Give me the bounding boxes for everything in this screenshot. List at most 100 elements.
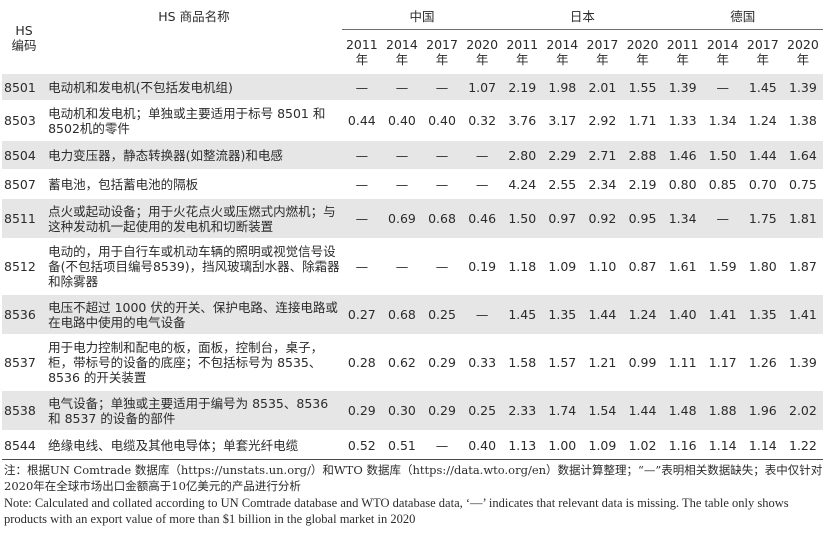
value-cell: 1.58 [502,334,543,391]
value-cell: 1.21 [582,334,623,391]
value-cell: 0.27 [341,294,382,335]
value-cell: 0.52 [341,430,382,460]
value-cell: 1.87 [782,238,823,295]
value-cell: — [341,169,382,199]
value-cell: 0.69 [381,198,422,239]
year-header: 2017 年 [426,36,458,67]
value-cell: 2.34 [582,169,623,199]
year-header: 2011 年 [345,36,378,67]
value-cell: 0.70 [742,169,783,199]
year-header: 2017 年 [746,36,779,67]
value-cell: 0.30 [381,390,422,431]
value-cell: 0.92 [582,198,623,239]
table-row: 8503 电动机和发电机；单独或主要适用于标号 8501 和8502机的零件 0.4… [2,100,823,141]
value-cell: 0.25 [421,294,463,335]
value-cell: 1.98 [542,73,583,101]
value-cell: 1.35 [542,294,583,335]
value-cell: — [381,169,422,199]
group-header-china: 中国 [341,3,503,30]
table-row: 8544 绝缘电线、电缆及其他电导体；单套光纤电缆 0.52 0.51—0.40 1.1… [2,430,823,460]
value-cell: 0.80 [662,169,703,199]
year-header: 2014 年 [706,36,739,67]
value-cell: 1.50 [502,198,543,239]
product-name-cell: 电压不超过 1000 伏的开关、保护电路、连接电路或在电路中使用的电气设备 [46,294,342,335]
value-cell: 0.95 [622,198,663,239]
value-cell: 0.28 [341,334,382,391]
value-cell: 0.75 [782,169,823,199]
value-cell: 0.68 [381,294,422,335]
value-cell: — [341,198,382,239]
value-cell: 2.92 [582,100,623,141]
value-cell: 1.13 [502,430,543,460]
value-cell: 1.24 [742,100,783,141]
value-cell: 1.44 [582,294,623,335]
value-cell: 1.44 [622,390,663,431]
value-cell: 0.68 [421,198,463,239]
value-cell: 2.33 [502,390,543,431]
value-cell: — [462,169,503,199]
value-cell: — [341,140,382,170]
value-cell: 1.10 [582,238,623,295]
value-cell: 1.61 [662,238,703,295]
value-cell: 1.26 [742,334,783,391]
value-cell: 0.99 [622,334,663,391]
year-header: 2014 年 [386,36,418,67]
value-cell: — [341,73,382,101]
value-cell: — [462,140,503,170]
product-name-cell: 用于电力控制和配电的板，面板，控制台，桌子，柜，带标号的设备的底座；不包括标号为… [46,334,342,391]
table-header: HS 编码 HS 商品名称 中国 日本 德国 2011 年 2014 年 2017 … [2,3,823,74]
value-cell: — [702,73,743,101]
year-header: 2020 年 [787,36,819,67]
year-header: 2020 年 [626,36,659,67]
product-name-cell: 电力变压器，静态转换器(如整流器)和电感 [46,140,342,170]
product-name-header: HS 商品名称 [158,9,230,24]
value-cell: 1.50 [702,140,743,170]
value-cell: — [421,169,463,199]
value-cell: — [421,430,463,460]
value-cell: 2.29 [542,140,583,170]
product-name-cell: 绝缘电线、电缆及其他电导体；单套光纤电缆 [46,430,342,460]
value-cell: 2.88 [622,140,663,170]
value-cell: 1.00 [542,430,583,460]
value-cell: — [381,73,422,101]
table-row: 8512 电动的，用于自行车或机动车辆的照明或视觉信号设备(不包括项目编号8539… [2,238,823,295]
value-cell: 0.51 [381,430,422,460]
product-name-cell: 蓄电池，包括蓄电池的隔板 [46,169,342,199]
product-name-cell: 电动的，用于自行车或机动车辆的照明或视觉信号设备(不包括项目编号8539)，挡风… [46,238,342,295]
value-cell: 1.54 [582,390,623,431]
hs-code-header: HS 编码 [11,23,37,53]
value-cell: 1.14 [702,430,743,460]
year-header: 2014 年 [546,36,579,67]
table-row: 8501 电动机和发电机(不包括发电机组) — — —1.07 2.19 1.98 2.01 1… [2,73,823,101]
value-cell: 2.71 [582,140,623,170]
value-cell: 1.88 [702,390,743,431]
value-cell: 1.14 [742,430,783,460]
table-row: 8511 点火或起动设备；用于火花点火或压燃式内燃机；与这种发动机一起使用的发电机… [2,198,823,239]
hs-code-cell: 8538 [2,390,47,431]
value-cell: 1.41 [702,294,743,335]
hs-code-cell: 8536 [2,294,47,335]
value-cell: — [381,140,422,170]
value-cell: 1.74 [542,390,583,431]
value-cell: 2.19 [502,73,543,101]
value-cell: 1.11 [662,334,703,391]
value-cell: 0.32 [462,100,503,141]
value-cell: 1.39 [782,73,823,101]
value-cell: 0.25 [462,390,503,431]
value-cell: 0.62 [381,334,422,391]
hs-code-cell: 8511 [2,198,47,239]
hs-code-cell: 8512 [2,238,47,295]
value-cell: 1.38 [782,100,823,141]
comparison-table: HS 编码 HS 商品名称 中国 日本 德国 2011 年 2014 年 2017 … [2,3,823,460]
value-cell: — [421,73,463,101]
value-cell: 1.80 [742,238,783,295]
value-cell: 1.46 [662,140,703,170]
table-row: 8538 电气设备；单独或主要适用于编号为 8535、8536 和 8537 的设… [2,390,823,431]
value-cell: 0.29 [341,390,382,431]
hs-code-cell: 8504 [2,140,47,170]
value-cell: 1.39 [782,334,823,391]
value-cell: 1.71 [622,100,663,141]
value-cell: 1.96 [742,390,783,431]
value-cell: 1.17 [702,334,743,391]
group-header-japan: 日本 [502,3,663,30]
